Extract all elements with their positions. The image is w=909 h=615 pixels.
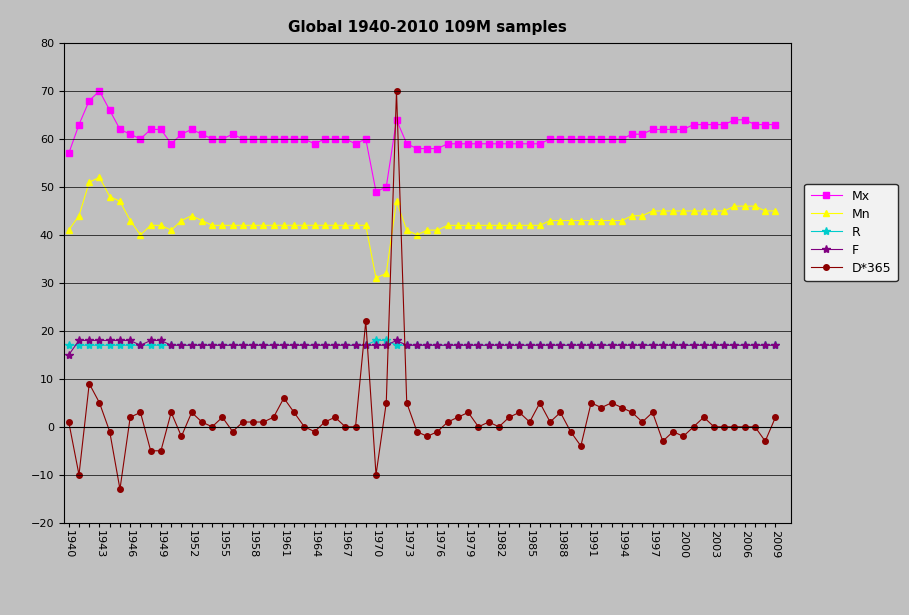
Mx [473,140,484,148]
Line: Mn: Mn [65,174,779,282]
R [227,341,238,349]
D*365 [688,423,699,430]
Mn [473,221,484,229]
Mx [289,135,300,143]
Line: R: R [65,336,780,349]
D*365 [237,418,248,426]
R [678,341,689,349]
R [155,341,166,349]
Mx [381,183,392,191]
D*365 [64,418,75,426]
F [237,341,248,349]
Mn [237,221,248,229]
Mx [770,121,781,129]
D*365 [165,409,176,416]
F [667,341,678,349]
F [289,341,300,349]
R [371,337,382,344]
R [64,341,75,349]
Line: F: F [65,336,780,359]
D*365 [770,413,781,421]
Mx [688,121,699,129]
Mn [64,226,75,234]
Mn [371,274,382,282]
Mn [381,269,392,277]
D*365 [371,471,382,478]
Mn [770,207,781,215]
Line: Mx: Mx [66,88,778,194]
Mx [371,188,382,196]
F [678,341,689,349]
R [770,341,781,349]
F [463,341,474,349]
Title: Global 1940-2010 109M samples: Global 1940-2010 109M samples [288,20,566,35]
D*365 [473,423,484,430]
Mx [94,87,105,95]
Mn [94,173,105,181]
Mn [688,207,699,215]
D*365 [289,409,300,416]
F [74,337,85,344]
R [463,341,474,349]
F [165,341,176,349]
Line: D*365: D*365 [66,88,778,492]
Mx [165,140,176,148]
Mn [165,226,176,234]
Mn [289,221,300,229]
D*365 [115,485,125,493]
R [278,341,289,349]
Mx [237,135,248,143]
F [770,341,781,349]
D*365 [391,87,402,95]
F [64,351,75,359]
Legend: Mx, Mn, R, F, D*365: Mx, Mn, R, F, D*365 [804,184,898,281]
R [667,341,678,349]
Mx [64,149,75,157]
